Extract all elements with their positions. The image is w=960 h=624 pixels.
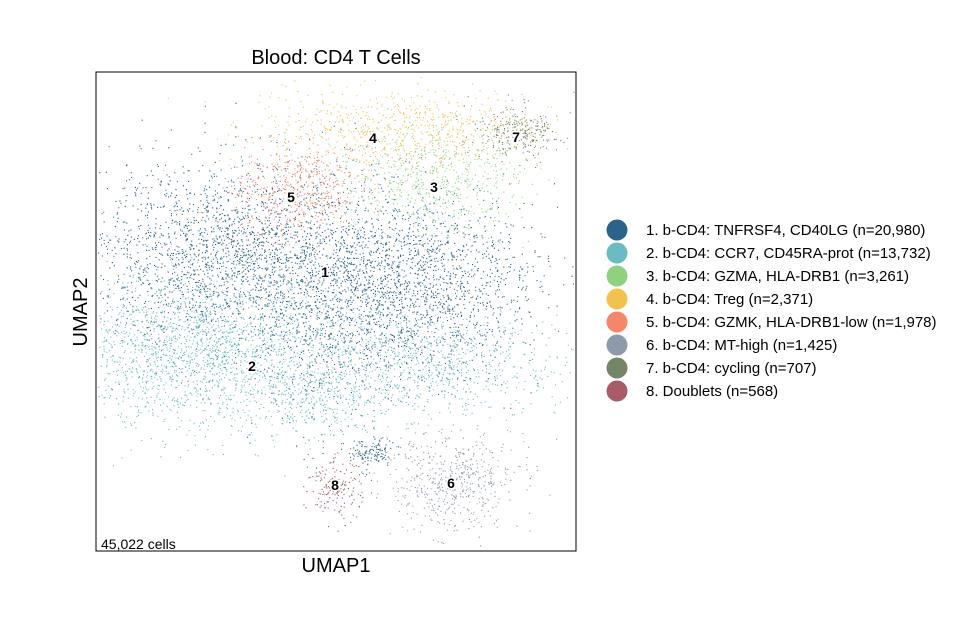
- legend-marker: [606, 265, 628, 287]
- legend-marker: [606, 288, 628, 310]
- x-axis-label: UMAP1: [302, 555, 371, 577]
- legend-label: 6. b-CD4: MT-high (n=1,425): [646, 337, 837, 354]
- legend-item-5: 5. b-CD4: GZMK, HLA-DRB1-low (n=1,978): [606, 311, 937, 333]
- legend-marker: [606, 219, 628, 241]
- legend-item-6: 6. b-CD4: MT-high (n=1,425): [606, 334, 837, 356]
- chart-title: Blood: CD4 T Cells: [251, 47, 420, 69]
- cluster-4-points: [163, 77, 569, 184]
- legend-label: 2. b-CD4: CCR7, CD45RA-prot (n=13,732): [646, 245, 931, 262]
- cluster-1-points: [340, 436, 400, 476]
- legend-item-3: 3. b-CD4: GZMA, HLA-DRB1 (n=3,261): [606, 265, 909, 287]
- legend-marker: [606, 311, 628, 333]
- cluster-label-4: 4: [369, 130, 377, 146]
- cell-count-label: 45,022 cells: [101, 536, 176, 552]
- cluster-label-7: 7: [512, 129, 520, 145]
- cluster-label-3: 3: [430, 179, 438, 195]
- legend-marker: [606, 334, 628, 356]
- cluster-label-2: 2: [248, 358, 256, 374]
- legend: 1. b-CD4: TNFRSF4, CD40LG (n=20,980) 2. b…: [606, 219, 937, 402]
- legend-marker: [606, 380, 628, 402]
- scatter-points: [98, 77, 575, 547]
- legend-item-8: 8. Doublets (n=568): [606, 380, 778, 402]
- legend-marker: [606, 242, 628, 264]
- legend-item-7: 7. b-CD4: cycling (n=707): [606, 357, 817, 379]
- legend-label: 8. Doublets (n=568): [646, 383, 778, 400]
- legend-label: 5. b-CD4: GZMK, HLA-DRB1-low (n=1,978): [646, 314, 937, 331]
- plot-frame: [95, 71, 577, 552]
- legend-label: 3. b-CD4: GZMA, HLA-DRB1 (n=3,261): [646, 268, 909, 285]
- cluster-6-points: [362, 405, 558, 547]
- legend-label: 4. b-CD4: Treg (n=2,371): [646, 291, 813, 308]
- cluster-label-8: 8: [331, 477, 339, 493]
- legend-item-2: 2. b-CD4: CCR7, CD45RA-prot (n=13,732): [606, 242, 931, 264]
- cluster-labels: 1 2 3 4 5 6 7 8: [247, 128, 522, 495]
- cluster-label-6: 6: [447, 475, 455, 491]
- legend-label: 7. b-CD4: cycling (n=707): [646, 360, 817, 377]
- cluster-3-points: [289, 108, 550, 254]
- cluster-label-5: 5: [287, 189, 295, 205]
- legend-item-4: 4. b-CD4: Treg (n=2,371): [606, 288, 813, 310]
- legend-label: 1. b-CD4: TNFRSF4, CD40LG (n=20,980): [646, 222, 925, 239]
- legend-marker: [606, 357, 628, 379]
- cluster-1-points: [98, 102, 500, 405]
- legend-item-1: 1. b-CD4: TNFRSF4, CD40LG (n=20,980): [606, 219, 925, 241]
- y-axis-label: UMAP2: [70, 278, 92, 347]
- cluster-label-1: 1: [321, 264, 329, 280]
